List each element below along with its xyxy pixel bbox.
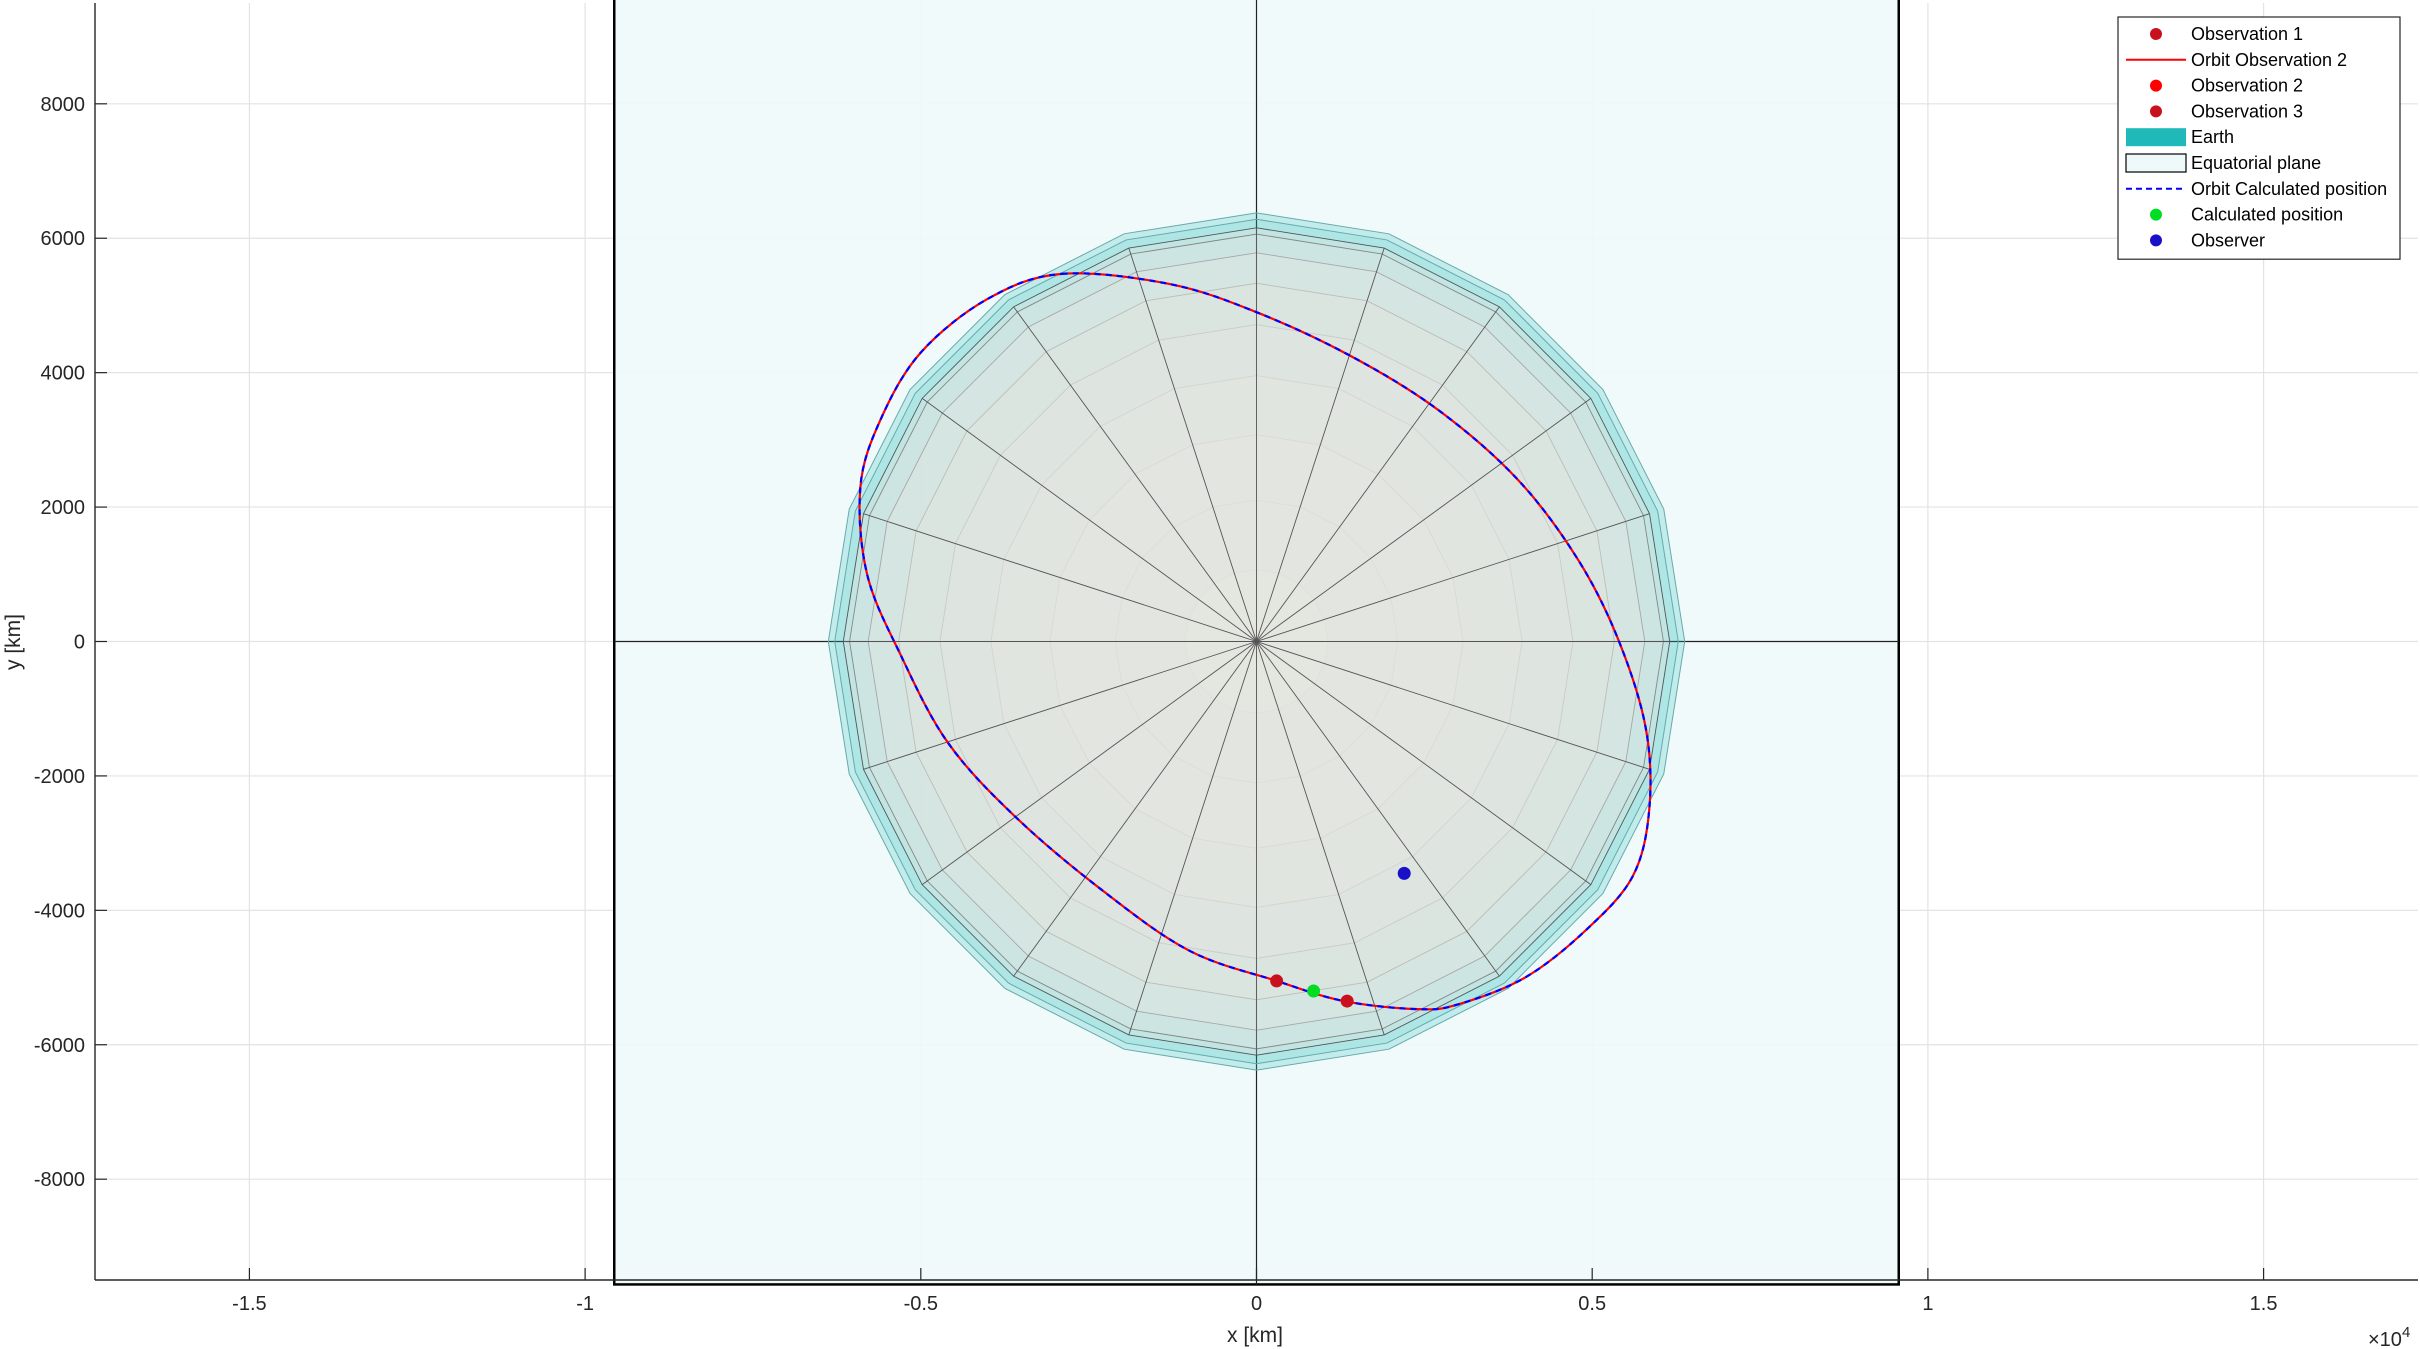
legend: Observation 1 Orbit Observation 2 Observat… (2117, 16, 2401, 260)
earth-meridian-9 (863, 513, 1257, 642)
tick-labels: -1.5 -1 -0.5 0 0.5 1 1.5 -8000 -6000 -4000 -2000 0 2… (34, 94, 2278, 1315)
y-tick-label-5: 2000 (41, 497, 86, 519)
y-tick-label-7: 6000 (41, 228, 86, 250)
y-tick-label-3: -2000 (34, 766, 85, 788)
calculated-position-marker (1307, 984, 1321, 998)
legend-earth-symbol (2126, 128, 2186, 147)
legend-observation-2-symbol (2150, 79, 2162, 92)
x-tick-label-5: 1 (1922, 1293, 1933, 1315)
legend-observation-2-label: Observation 2 (2191, 76, 2303, 96)
axes (94, 3, 2418, 1281)
legend-calculated-position-label: Calculated position (2191, 205, 2343, 225)
points-layer (1270, 866, 1411, 1008)
legend-observation-1-symbol (2150, 28, 2162, 40)
earth-meridian-14 (1128, 641, 1257, 1036)
y-tick-label-0: -8000 (34, 1169, 85, 1191)
x-tick-label-4: 0.5 (1578, 1293, 1606, 1315)
orbit-layer (858, 272, 1652, 1011)
legend-observation-3-symbol (2150, 105, 2162, 118)
legend-orbit-observation-2-label: Orbit Observation 2 (2191, 50, 2347, 70)
legend-earth-label: Earth (2191, 127, 2234, 147)
earth-meridian-6 (1128, 247, 1257, 642)
earth-sphere (827, 212, 1686, 1071)
x-exponent-base: ×10 (2368, 1329, 2402, 1349)
x-exponent-label: ×104 (2368, 1324, 2410, 1349)
earth-meridian-17 (1256, 641, 1500, 977)
legend-observer-label: Observer (2191, 230, 2265, 250)
legend-orbit-calculated-position-label: Orbit Calculated position (2191, 179, 2387, 199)
earth-meridian-2 (1256, 397, 1592, 642)
earth-meridian-4 (1256, 247, 1385, 642)
earth-meridian-19 (1256, 641, 1650, 770)
earth-meridian-8 (921, 397, 1257, 642)
y-tick-label-8: 8000 (41, 94, 86, 116)
observation-3-marker (1340, 994, 1354, 1008)
legend-observation-3-label: Observation 3 (2191, 101, 2303, 121)
earth-meridian-16 (1256, 641, 1385, 1036)
x-exponent-power: 4 (2402, 1324, 2410, 1341)
orbit-calculated-position-line (858, 272, 1652, 1011)
legend-observer-symbol (2150, 234, 2162, 247)
x-tick-label-0: -1.5 (232, 1293, 266, 1315)
x-tick-label-2: -0.5 (904, 1293, 938, 1315)
y-axis-label: y [km] (2, 614, 25, 670)
y-tick-label-1: -6000 (34, 1035, 85, 1057)
legend-observation-1-label: Observation 1 (2191, 24, 2303, 44)
x-tick-label-6: 1.5 (2250, 1293, 2278, 1315)
earth-meridian-12 (921, 641, 1257, 886)
earth-meridian-1 (1256, 513, 1650, 642)
earth-meridian-3 (1256, 306, 1500, 642)
earth-meridian-11 (863, 641, 1257, 770)
y-tick-label-4: 0 (74, 632, 85, 654)
legend-equatorial-plane-label: Equatorial plane (2191, 153, 2321, 173)
legend-equatorial-plane-symbol (2125, 153, 2187, 173)
x-axis-label: x [km] (1227, 1324, 1283, 1347)
y-tick-label-6: 4000 (41, 363, 86, 385)
y-tick-label-2: -4000 (34, 900, 85, 922)
earth-meridian-13 (1013, 641, 1257, 977)
earth-meridian-18 (1256, 641, 1592, 886)
legend-calculated-position-symbol (2150, 208, 2162, 221)
x-tick-label-3: 0 (1251, 1293, 1262, 1315)
observation-1-marker (1270, 974, 1284, 988)
earth-meridian-7 (1013, 306, 1257, 642)
x-tick-label-1: -1 (576, 1293, 594, 1315)
observer-marker (1397, 866, 1411, 880)
